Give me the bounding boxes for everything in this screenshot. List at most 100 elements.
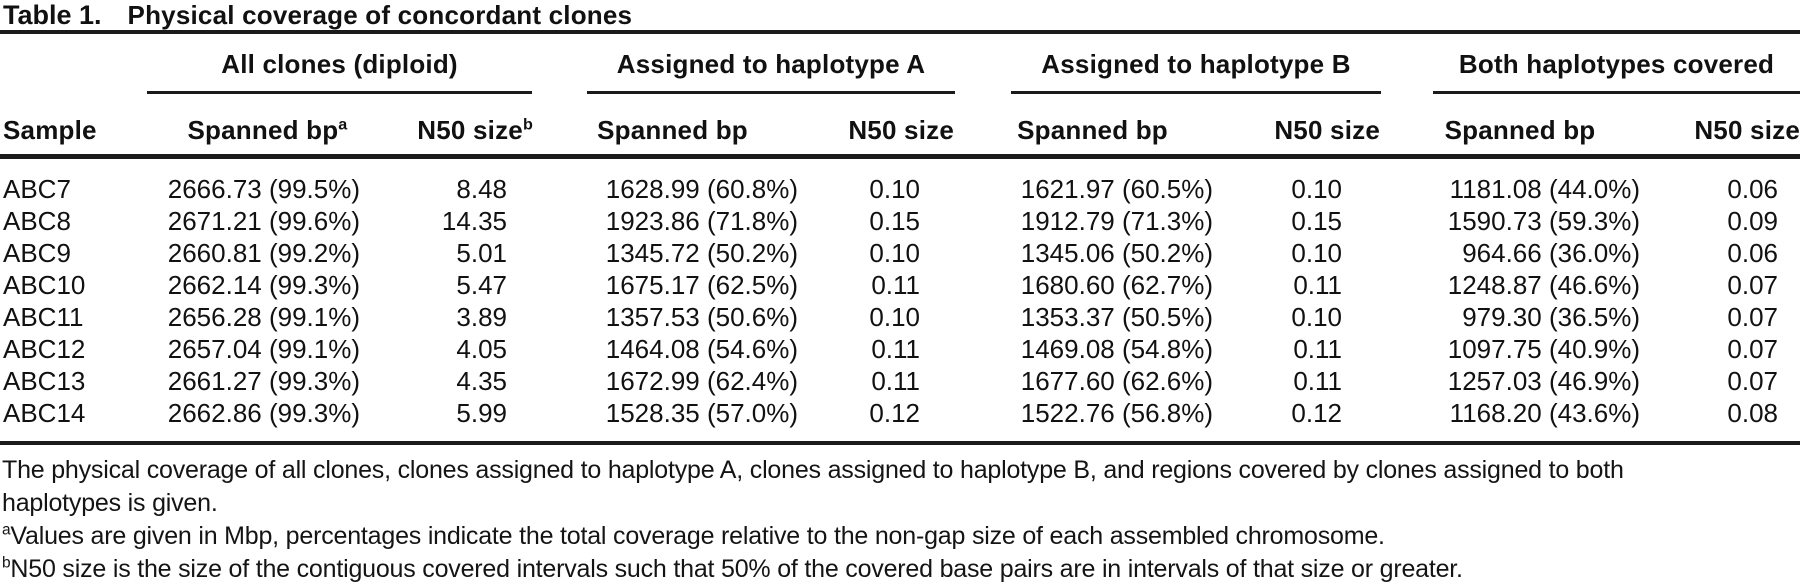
cell-all-n50: 14.35 xyxy=(441,206,507,236)
cell-sample: ABC8 xyxy=(3,206,71,236)
cell-hapB-n50: 0.10 xyxy=(1291,302,1342,332)
table-number-label: Table 1. xyxy=(3,0,102,30)
table-caption: Physical coverage of concordant clones xyxy=(127,0,633,30)
cell-both-n50: 0.06 xyxy=(1727,238,1778,268)
table-row: ABC8 2671.21 (99.6%) 14.35 1923.86 (71.8… xyxy=(0,205,1800,237)
column-group-haplotype-b: Assigned to haplotype B xyxy=(960,34,1390,94)
cell-all-n50: 8.48 xyxy=(456,174,507,204)
cell-both-n50: 0.07 xyxy=(1727,366,1778,396)
cell-sample: ABC13 xyxy=(3,366,86,396)
cell-hapA-n50: 0.11 xyxy=(871,334,920,364)
cell-all-spanned: 2657.04 (99.1%) xyxy=(167,334,360,364)
column-header-sample: Sample xyxy=(0,94,135,159)
coverage-table: All clones (diploid) Assigned to haploty… xyxy=(0,34,1800,441)
cell-hapA-n50: 0.11 xyxy=(871,270,920,300)
cell-hapA-n50: 0.10 xyxy=(869,174,920,204)
cell-sample: ABC10 xyxy=(3,270,86,300)
column-group-label: Assigned to haplotype B xyxy=(1011,49,1381,94)
cell-hapB-spanned: 1469.08 (54.8%) xyxy=(1020,334,1213,364)
cell-both-spanned: 1257.03 (46.9%) xyxy=(1447,366,1640,396)
cell-both-spanned: 1590.73 (59.3%) xyxy=(1447,206,1640,236)
cell-all-n50: 5.47 xyxy=(456,270,507,300)
column-group-label: Assigned to haplotype A xyxy=(587,49,955,94)
cell-all-spanned: 2662.14 (99.3%) xyxy=(167,270,360,300)
table-row: ABC9 2660.81 (99.2%) 5.01 1345.72 (50.2%… xyxy=(0,237,1800,269)
cell-both-n50: 0.09 xyxy=(1727,206,1778,236)
table-row: ABC7 2666.73 (99.5%) 8.48 1628.99 (60.8%… xyxy=(0,157,1800,206)
table-row: ABC14 2662.86 (99.3%) 5.99 1528.35 (57.0… xyxy=(0,397,1800,441)
cell-both-n50: 0.07 xyxy=(1727,302,1778,332)
cell-all-n50: 3.89 xyxy=(456,302,507,332)
cell-hapB-spanned: 1621.97 (60.5%) xyxy=(1020,174,1213,204)
column-header-hapB-n50: N50 size xyxy=(1225,94,1390,159)
cell-hapB-spanned: 1912.79 (71.3%) xyxy=(1020,206,1213,236)
bottom-rule-divider xyxy=(0,441,1800,445)
cell-hapB-spanned: 1345.06 (50.2%) xyxy=(1020,238,1213,268)
footnote-b-text: N50 size is the size of the contiguous c… xyxy=(10,555,1463,583)
cell-both-n50: 0.07 xyxy=(1727,270,1778,300)
cell-both-n50: 0.08 xyxy=(1727,398,1778,428)
column-header-all-spanned-bp: Spanned bpa xyxy=(135,94,400,159)
cell-hapA-spanned: 1345.72 (50.2%) xyxy=(605,238,798,268)
cell-all-spanned: 2662.86 (99.3%) xyxy=(167,398,360,428)
cell-all-n50: 4.35 xyxy=(456,366,507,396)
cell-hapB-spanned: 1353.37 (50.5%) xyxy=(1020,302,1213,332)
footnote-marker-a: a xyxy=(2,521,11,539)
cell-all-n50: 4.05 xyxy=(456,334,507,364)
footnote-general-line1: The physical coverage of all clones, clo… xyxy=(2,456,1624,484)
cell-hapB-n50: 0.11 xyxy=(1293,334,1342,364)
cell-both-n50: 0.07 xyxy=(1727,334,1778,364)
cell-hapB-n50: 0.11 xyxy=(1293,270,1342,300)
cell-both-spanned: 1248.87 (46.6%) xyxy=(1447,270,1640,300)
column-header-row: Sample Spanned bpa N50 sizeb Spanned bp … xyxy=(0,94,1800,159)
column-header-hapB-spanned-bp: Spanned bp xyxy=(960,94,1225,159)
cell-hapB-n50: 0.15 xyxy=(1291,206,1342,236)
cell-hapA-n50: 0.10 xyxy=(869,238,920,268)
column-group-both-haplotypes: Both haplotypes covered xyxy=(1390,34,1800,94)
cell-hapA-spanned: 1628.99 (60.8%) xyxy=(605,174,798,204)
column-group-label: All clones (diploid) xyxy=(147,49,532,94)
cell-hapA-spanned: 1357.53 (50.6%) xyxy=(605,302,798,332)
column-group-all-clones: All clones (diploid) xyxy=(135,34,535,94)
cell-hapB-spanned: 1680.60 (62.7%) xyxy=(1020,270,1213,300)
cell-hapB-n50: 0.10 xyxy=(1291,174,1342,204)
table-footnotes: The physical coverage of all clones, clo… xyxy=(0,454,1800,584)
cell-sample: ABC12 xyxy=(3,334,86,364)
footnote-b: bN50 size is the size of the contiguous … xyxy=(0,553,1800,584)
cell-hapB-spanned: 1677.60 (62.6%) xyxy=(1020,366,1213,396)
cell-hapB-n50: 0.10 xyxy=(1291,238,1342,268)
cell-sample: ABC11 xyxy=(3,302,84,332)
cell-both-spanned: 979.30 (36.5%) xyxy=(1462,302,1640,332)
cell-both-spanned: 1168.20 (43.6%) xyxy=(1449,398,1640,428)
footnote-general-line2: haplotypes is given. xyxy=(2,489,218,517)
column-header-both-spanned-bp: Spanned bp xyxy=(1390,94,1650,159)
column-header-both-n50: N50 size xyxy=(1650,94,1800,159)
cell-hapA-n50: 0.15 xyxy=(869,206,920,236)
cell-hapA-spanned: 1464.08 (54.6%) xyxy=(605,334,798,364)
column-header-hapA-spanned-bp: Spanned bp xyxy=(535,94,810,159)
table-row: ABC11 2656.28 (99.1%) 3.89 1357.53 (50.6… xyxy=(0,301,1800,333)
cell-hapA-n50: 0.11 xyxy=(871,366,920,396)
footnote-marker-b: b xyxy=(2,554,11,572)
cell-all-spanned: 2656.28 (99.1%) xyxy=(167,302,360,332)
cell-both-spanned: 1181.08 (44.0%) xyxy=(1449,174,1640,204)
cell-all-n50: 5.99 xyxy=(456,398,507,428)
table-row: ABC10 2662.14 (99.3%) 5.47 1675.17 (62.5… xyxy=(0,269,1800,301)
cell-hapB-spanned: 1522.76 (56.8%) xyxy=(1020,398,1213,428)
column-group-label: Both haplotypes covered xyxy=(1433,49,1800,94)
cell-hapA-spanned: 1528.35 (57.0%) xyxy=(605,398,798,428)
column-header-label: Spanned bp xyxy=(187,115,339,145)
footnote-marker-a: a xyxy=(338,115,348,134)
column-header-label: N50 size xyxy=(417,115,523,145)
column-header-all-n50: N50 sizeb xyxy=(400,94,535,159)
cell-hapB-n50: 0.11 xyxy=(1293,366,1342,396)
top-rule-divider xyxy=(0,30,1800,34)
cell-sample: ABC9 xyxy=(3,238,71,268)
group-spacer xyxy=(0,34,135,94)
footnote-a: aValues are given in Mbp, percentages in… xyxy=(0,520,1800,553)
cell-sample: ABC14 xyxy=(3,398,86,428)
cell-hapA-spanned: 1923.86 (71.8%) xyxy=(605,206,798,236)
cell-all-spanned: 2666.73 (99.5%) xyxy=(167,174,360,204)
cell-all-spanned: 2671.21 (99.6%) xyxy=(167,206,360,236)
